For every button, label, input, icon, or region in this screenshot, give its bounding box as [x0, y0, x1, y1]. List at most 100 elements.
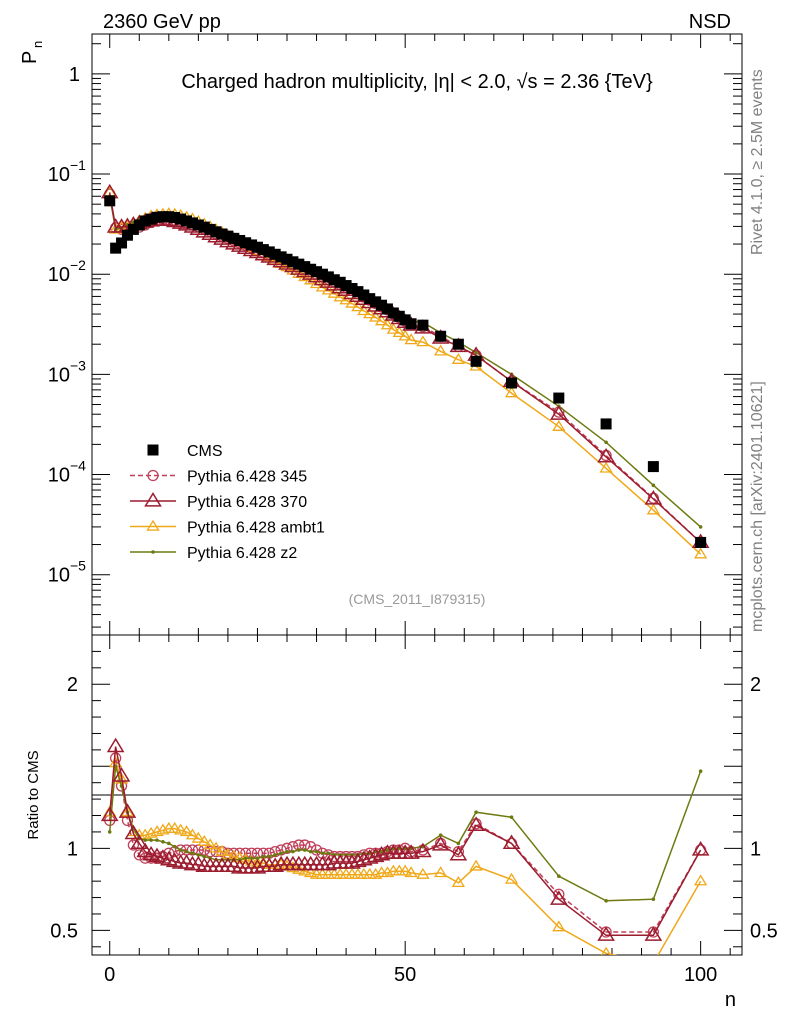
- data-point-z2: [143, 838, 147, 842]
- data-point-p370: [414, 842, 432, 858]
- data-point-p370: [691, 841, 710, 856]
- data-point-cms: [647, 461, 659, 473]
- data-point-ambt1: [504, 872, 519, 884]
- data-point-z2: [261, 854, 266, 859]
- data-point-cms: [104, 195, 116, 207]
- legend-marker-p345: [147, 469, 159, 482]
- data-point-p370: [467, 816, 485, 831]
- data-point-ambt1: [601, 946, 612, 955]
- data-point-ambt1: [416, 867, 430, 879]
- series-line-p345: [108, 193, 702, 543]
- data-point-ambt1: [215, 844, 229, 856]
- data-point-cms: [198, 221, 210, 233]
- data-point-p370: [549, 890, 568, 905]
- data-point-cms: [257, 244, 269, 256]
- data-point-ambt1: [309, 277, 324, 289]
- data-point-ambt1: [552, 419, 566, 431]
- data-point-cms: [358, 289, 370, 301]
- data-point-cms: [228, 232, 240, 244]
- data-point-cms: [163, 211, 175, 223]
- data-point-cms: [305, 263, 317, 275]
- legend-label-cms: CMS: [187, 443, 223, 460]
- data-point-cms: [121, 229, 133, 241]
- data-point-ambt1: [404, 333, 418, 345]
- data-point-z2: [291, 849, 295, 854]
- data-point-p370: [343, 854, 361, 869]
- data-point-z2: [302, 848, 307, 852]
- data-point-ambt1: [315, 280, 330, 292]
- x-tick-label: 100: [684, 964, 717, 986]
- data-point-z2: [698, 769, 703, 774]
- legend-label-p370: Pythia 6.428 370: [187, 494, 307, 511]
- data-point-ambt1: [693, 874, 708, 886]
- data-point-p370: [644, 490, 663, 505]
- legend-marker-z2: [151, 550, 155, 554]
- legend-marker-p370: [144, 492, 162, 507]
- data-point-ambt1: [380, 318, 395, 330]
- series-line-ambt1: [108, 762, 702, 955]
- data-point-z2: [474, 810, 478, 815]
- data-point-ambt1: [416, 335, 430, 347]
- data-point-z2: [107, 830, 112, 834]
- data-point-ambt1: [433, 344, 448, 356]
- data-point-z2: [314, 849, 319, 854]
- data-point-cms: [116, 237, 128, 249]
- bottom-panel-ticks: 0 50 100 0.5 0.5 1 1 2 2: [50, 635, 778, 986]
- y-tick-exponent: −1: [70, 157, 86, 173]
- y-tick-label: 10: [48, 465, 70, 487]
- data-point-ambt1: [292, 267, 306, 278]
- data-point-ambt1: [451, 352, 466, 364]
- analysis-tag: (CMS_2011_I879315): [349, 591, 486, 607]
- chart-title: Charged hadron multiplicity, |η| < 2.0, …: [181, 71, 653, 93]
- data-point-ambt1: [120, 805, 135, 817]
- data-point-z2: [178, 848, 183, 852]
- data-point-ambt1: [339, 293, 353, 305]
- y-tick-label-left: 0.5: [50, 920, 78, 942]
- data-point-z2: [320, 851, 325, 856]
- data-point-ambt1: [351, 300, 365, 312]
- data-point-z2: [184, 849, 189, 854]
- svg-text:P: P: [19, 51, 41, 64]
- data-point-p370: [118, 803, 137, 818]
- data-point-z2: [167, 841, 171, 846]
- data-point-z2: [604, 440, 608, 445]
- data-point-ambt1: [292, 862, 306, 874]
- data-point-cms: [251, 241, 263, 253]
- header-left: 2360 GeV pp: [103, 11, 221, 33]
- data-point-cms: [364, 293, 376, 305]
- y-tick-label-left: 1: [67, 838, 78, 860]
- x-axis-label: n: [725, 989, 736, 1011]
- data-point-p370: [597, 926, 615, 941]
- data-point-ambt1: [693, 547, 708, 559]
- data-point-p370: [100, 806, 119, 822]
- header-right: NSD: [689, 11, 731, 33]
- data-point-cms: [417, 319, 429, 331]
- data-point-p370: [402, 844, 420, 859]
- data-point-cms: [110, 242, 122, 254]
- data-point-z2: [172, 844, 177, 849]
- data-point-cms: [210, 226, 222, 238]
- data-point-ambt1: [179, 825, 194, 837]
- data-point-z2: [474, 350, 478, 355]
- data-point-z2: [385, 848, 390, 852]
- data-point-p370: [644, 926, 663, 941]
- data-point-cms: [600, 418, 612, 430]
- data-point-cms: [328, 274, 340, 286]
- data-point-z2: [297, 848, 301, 852]
- data-point-z2: [285, 849, 289, 854]
- data-point-p370: [366, 847, 385, 863]
- x-tick-label: 50: [394, 964, 416, 986]
- data-point-ambt1: [203, 838, 217, 850]
- data-point-p370: [112, 767, 131, 782]
- data-point-cms: [234, 234, 246, 246]
- y-tick-exponent: −4: [70, 458, 86, 474]
- data-point-p370: [597, 447, 615, 463]
- data-point-cms: [299, 261, 311, 273]
- data-point-cms: [246, 239, 258, 251]
- data-point-cms: [192, 219, 204, 231]
- y-tick-label-right: 1: [750, 838, 761, 860]
- data-point-z2: [438, 833, 443, 838]
- data-point-cms: [553, 392, 565, 404]
- y-tick-exponent: −2: [70, 257, 86, 273]
